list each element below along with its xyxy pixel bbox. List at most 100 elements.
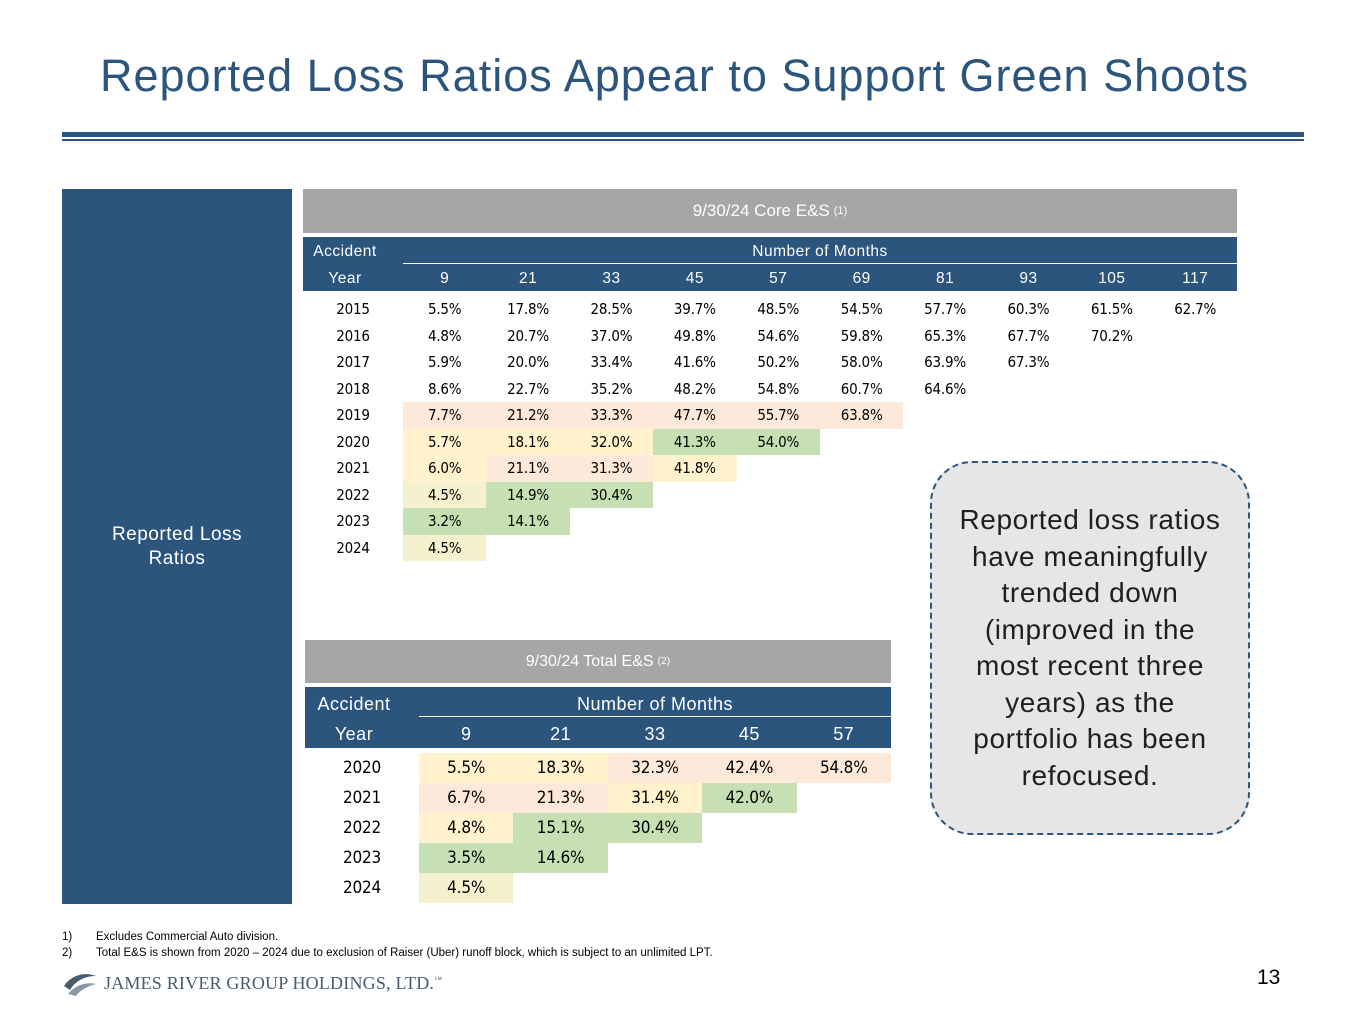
total-month-45: 45	[738, 724, 760, 744]
core-month-33: 33	[602, 270, 621, 287]
row-year: 2020	[336, 432, 370, 451]
table-cell: 5.5%	[427, 300, 462, 318]
core-hdr-accident: Accident	[313, 243, 377, 260]
total-hdr-year: Year	[334, 724, 374, 744]
table-cell: 5.7%	[403, 428, 487, 455]
table-cell: 57.7%	[924, 300, 966, 318]
table-cell: 48.5%	[757, 300, 800, 318]
footnote-2-text: Total E&S is shown from 2020 – 2024 due …	[96, 946, 713, 959]
table-cell: 5.5%	[419, 753, 514, 783]
table-cell: 6.0%	[403, 455, 487, 482]
table-cell: 4.8%	[427, 326, 462, 345]
table-row: 2021 6.0% 21.1% 31.3% 41.8%	[303, 455, 737, 482]
table-row: 2022 4.5% 14.9% 30.4%	[303, 481, 654, 508]
table-cell: 8.6%	[427, 379, 462, 398]
table-row: 2018 8.6% 22.7% 35.2% 48.2% 54.8% 60.7% 64.6%	[303, 376, 987, 403]
core-title-note: (1)	[833, 205, 848, 217]
table-cell: 62.7%	[1174, 300, 1217, 318]
core-month-69: 69	[852, 270, 871, 287]
table-cell: 63.9%	[924, 353, 966, 371]
total-table-header: Accident Year Number of Months 9 21 33 45 57	[305, 687, 891, 748]
logo-text: JAMES RIVER GROUP HOLDINGS, LTD.™	[104, 973, 442, 994]
row-year: 2020	[342, 758, 382, 778]
table-cell: 54.8%	[796, 753, 891, 783]
table-cell: 67.3%	[1007, 353, 1050, 371]
table-cell: 42.4%	[702, 753, 797, 783]
table-cell: 60.7%	[840, 379, 883, 398]
row-year: 2023	[336, 512, 370, 530]
footnote-2: 2) Total E&S is shown from 2020 – 2024 d…	[62, 946, 713, 962]
table-cell: 32.3%	[607, 753, 703, 783]
table-cell: 3.2%	[403, 508, 487, 535]
company-logo: JAMES RIVER GROUP HOLDINGS, LTD.™	[62, 968, 442, 998]
row-year: 2017	[336, 353, 370, 371]
table-row: 2024 4.5%	[305, 873, 514, 903]
table-row: 2015 5.5% 17.8% 28.5% 39.7% 48.5% 54.5% 57.7% 60…	[303, 296, 1237, 323]
core-table-header: Accident Year Number of Months 9 21 33 45 57…	[303, 237, 1237, 291]
core-table-title: 9/30/24 Core E&S (1)	[303, 189, 1237, 233]
table-row: 2020 5.5% 18.3% 32.3% 42.4% 54.8%	[305, 753, 891, 783]
footnote-2-num: 2)	[62, 946, 73, 959]
table-cell: 47.7%	[653, 402, 737, 429]
table-cell: 18.3%	[513, 753, 608, 783]
table-row: 2022 4.8% 15.1% 30.4%	[305, 813, 703, 843]
table-cell: 65.3%	[924, 326, 966, 345]
total-hdr-underline	[419, 716, 891, 717]
table-cell: 50.2%	[757, 353, 800, 371]
table-row: 2020 5.7% 18.1% 32.0% 41.3% 54.0%	[303, 428, 820, 455]
table-row: 2024 4.5%	[303, 534, 487, 561]
table-cell: 14.1%	[486, 508, 570, 535]
table-cell: 41.6%	[673, 353, 716, 371]
total-hdr-accident: Accident	[317, 694, 391, 714]
table-cell: 33.4%	[590, 353, 633, 371]
row-year: 2023	[342, 848, 382, 868]
table-cell: 21.2%	[486, 402, 570, 429]
table-row: 2017 5.9% 20.0% 33.4% 41.6% 50.2% 58.0% 63.9% 67…	[303, 349, 1070, 376]
table-cell: 17.8%	[507, 300, 550, 318]
side-label-panel: Reported Loss Ratios	[62, 189, 292, 904]
table-row: 2023 3.5% 14.6%	[305, 843, 608, 873]
table-row: 2016 4.8% 20.7% 37.0% 49.8% 54.6% 59.8% 65.3% 67…	[303, 323, 1154, 350]
table-cell: 14.6%	[513, 843, 608, 873]
callout-text: Reported loss ratios have meaningfully t…	[959, 504, 1221, 791]
table-cell: 54.0%	[736, 428, 820, 455]
row-year: 2024	[342, 878, 382, 898]
table-cell: 3.5%	[419, 843, 514, 873]
table-cell: 49.8%	[673, 326, 716, 345]
core-months-row: 9 21 33 45 57 69 81 93 105 117	[403, 270, 1237, 290]
table-cell: 35.2%	[590, 379, 633, 398]
table-cell: 20.7%	[507, 326, 550, 345]
table-cell: 54.5%	[840, 300, 883, 318]
total-table-title: 9/30/24 Total E&S (2)	[305, 640, 891, 683]
page-number: 13	[1257, 966, 1281, 989]
table-cell: 18.1%	[486, 428, 570, 455]
logo-name: JAMES RIVER GROUP HOLDINGS, LTD.	[104, 972, 435, 993]
table-cell: 54.8%	[757, 379, 800, 398]
table-cell: 32.0%	[569, 428, 654, 455]
total-title-note: (2)	[657, 656, 671, 667]
callout-box: Reported loss ratios have meaningfully t…	[930, 461, 1250, 835]
table-cell: 42.0%	[702, 783, 797, 813]
page-title: Reported Loss Ratios Appear to Support G…	[100, 50, 1250, 101]
table-cell: 5.9%	[427, 353, 462, 371]
table-cell: 58.0%	[840, 353, 883, 371]
table-cell: 20.0%	[507, 353, 550, 371]
core-month-93: 93	[1019, 270, 1038, 287]
table-cell: 33.3%	[569, 402, 654, 429]
title-rule-thick	[62, 132, 1304, 137]
table-cell: 64.6%	[924, 379, 966, 398]
core-hdr-underline	[403, 263, 1237, 264]
table-row: 2021 6.7% 21.3% 31.4% 42.0%	[305, 783, 797, 813]
table-cell: 14.9%	[486, 481, 570, 508]
core-month-57: 57	[769, 270, 788, 287]
core-month-9: 9	[440, 270, 450, 287]
row-year: 2021	[336, 459, 370, 477]
table-cell: 15.1%	[513, 813, 608, 843]
row-year: 2022	[342, 818, 382, 838]
core-month-45: 45	[685, 270, 704, 287]
table-cell: 59.8%	[840, 326, 883, 345]
table-cell: 48.2%	[673, 379, 716, 398]
row-year: 2018	[336, 379, 370, 398]
core-hdr-group: Number of Months	[752, 243, 888, 260]
table-cell: 6.7%	[419, 783, 514, 813]
